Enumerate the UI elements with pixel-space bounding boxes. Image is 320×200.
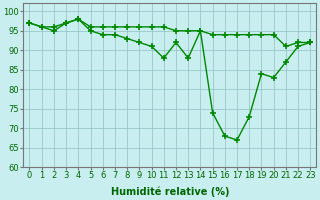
X-axis label: Humidité relative (%): Humidité relative (%)	[111, 186, 229, 197]
